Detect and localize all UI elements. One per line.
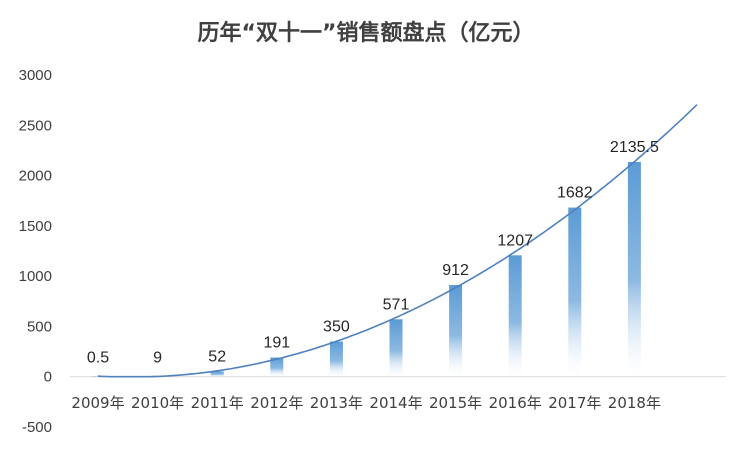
x-category-label: 2018年 <box>608 394 661 412</box>
bar <box>329 341 343 377</box>
data-label: 1682 <box>557 185 593 202</box>
data-label: 350 <box>323 319 350 336</box>
y-tick-label: 1500 <box>19 218 52 235</box>
data-labels: 0.5 9 52 191 350 571 912 1207 1682 2135.5 <box>87 139 659 367</box>
y-tick-label: 1000 <box>19 268 52 285</box>
bar-series <box>91 161 641 378</box>
bar <box>389 319 403 377</box>
bar <box>508 255 522 377</box>
bar <box>627 161 641 377</box>
x-category-label: 2017年 <box>548 394 601 412</box>
data-label: 0.5 <box>87 350 109 367</box>
bar <box>91 376 105 378</box>
x-axis-categories: 2009年 2010年 2011年 2012年 2013年 2014年 2015年 2016年… <box>71 394 661 412</box>
x-category-label: 2010年 <box>131 394 184 412</box>
y-tick-label: 3000 <box>19 67 52 84</box>
data-label: 9 <box>153 350 162 367</box>
bar <box>449 284 463 377</box>
y-tick-label: 2500 <box>19 117 52 134</box>
data-label: 2135.5 <box>610 139 659 156</box>
data-label: 52 <box>208 348 226 365</box>
bar <box>270 357 284 377</box>
data-label: 191 <box>263 335 290 352</box>
data-label: 1207 <box>497 232 533 249</box>
y-tick-label: 2000 <box>19 168 52 185</box>
x-category-label: 2016年 <box>489 394 542 412</box>
x-category-label: 2009年 <box>71 394 124 412</box>
data-label: 571 <box>383 296 410 313</box>
x-category-label: 2012年 <box>250 394 303 412</box>
chart-title: 历年“双十一”销售额盘点（亿元） <box>198 20 535 46</box>
x-category-label: 2015年 <box>429 394 482 412</box>
y-tick-label: 500 <box>27 318 52 335</box>
y-tick-label: 0 <box>44 369 52 386</box>
y-axis-ticks: -500 0 500 1000 1500 2000 2500 3000 <box>19 67 52 436</box>
data-label: 912 <box>442 262 469 279</box>
trendline <box>97 104 698 378</box>
bar <box>210 371 224 377</box>
x-category-label: 2014年 <box>369 394 422 412</box>
y-tick-label: -500 <box>22 419 52 436</box>
bar <box>568 207 582 377</box>
x-category-label: 2013年 <box>310 394 363 412</box>
x-category-label: 2011年 <box>191 394 244 412</box>
